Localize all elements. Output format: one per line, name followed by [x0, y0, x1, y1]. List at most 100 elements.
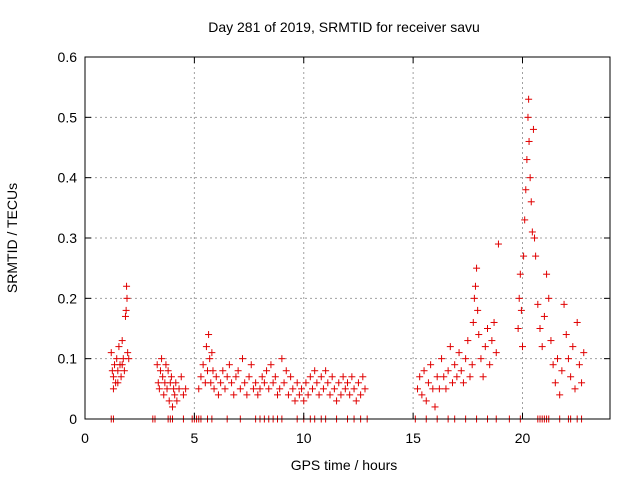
data-point: [554, 355, 561, 363]
data-point: [289, 385, 297, 393]
data-point: [271, 373, 279, 381]
data-point: [287, 373, 295, 381]
grid-lines: [85, 57, 610, 419]
data-point: [159, 373, 167, 381]
data-point: [206, 355, 214, 363]
y-tick-label: 0.2: [58, 290, 78, 306]
data-point: [120, 367, 128, 375]
data-point: [298, 385, 306, 393]
y-tick-label: 0.4: [58, 170, 78, 186]
data-point: [446, 343, 454, 351]
data-point: [291, 397, 299, 405]
data-point: [123, 282, 131, 290]
data-point: [278, 355, 286, 363]
data-point: [223, 373, 231, 381]
data-point: [241, 379, 249, 387]
data-point: [523, 156, 531, 164]
data-point: [339, 373, 347, 381]
data-point: [210, 385, 218, 393]
data-point: [109, 373, 117, 381]
data-point: [197, 373, 205, 381]
data-point: [474, 306, 482, 314]
data-point: [158, 355, 166, 363]
x-tick-label: 0: [81, 430, 89, 446]
data-point: [466, 373, 474, 381]
data-point: [118, 361, 126, 369]
data-point: [479, 373, 487, 381]
data-point: [525, 137, 533, 145]
data-point: [357, 391, 365, 399]
data-point: [348, 373, 356, 381]
data-point: [540, 312, 548, 320]
data-point: [195, 385, 203, 393]
data-point: [519, 343, 526, 351]
data-point: [319, 385, 327, 393]
data-point: [551, 379, 559, 387]
data-point: [122, 306, 130, 314]
data-point: [219, 367, 227, 375]
data-point: [527, 198, 535, 206]
x-tick-label: 20: [515, 430, 531, 446]
data-point: [113, 355, 121, 363]
data-point: [534, 300, 542, 308]
data-point: [326, 391, 334, 399]
data-point: [424, 379, 432, 387]
data-point: [354, 379, 362, 387]
data-point: [236, 385, 244, 393]
data-point: [330, 385, 338, 393]
data-point: [274, 391, 281, 399]
data-point: [455, 349, 463, 357]
data-point: [484, 325, 491, 332]
data-point: [258, 373, 266, 381]
data-point: [477, 355, 485, 363]
data-point: [468, 361, 476, 369]
data-point: [117, 373, 125, 381]
data-point: [532, 252, 540, 260]
data-point: [522, 186, 530, 194]
x-axis-label: GPS time / hours: [291, 457, 398, 473]
data-point: [517, 306, 525, 314]
data-point: [416, 373, 424, 381]
data-point: [524, 113, 532, 121]
data-point: [514, 325, 522, 332]
data-point: [171, 391, 179, 399]
data-point: [322, 367, 330, 375]
data-point: [464, 337, 472, 345]
data-point: [232, 373, 240, 381]
data-point: [173, 397, 181, 405]
data-point: [118, 337, 126, 345]
data-point: [199, 361, 207, 369]
data-point: [247, 361, 255, 369]
data-point: [438, 355, 446, 363]
data-point: [470, 294, 478, 302]
data-point: [578, 379, 586, 387]
data-point: [239, 355, 246, 363]
data-point: [209, 367, 217, 375]
data-point: [163, 385, 171, 393]
data-point: [481, 343, 489, 351]
data-point: [276, 385, 284, 393]
data-point: [335, 379, 343, 387]
data-point: [528, 228, 536, 236]
data-point: [114, 367, 122, 375]
data-point: [427, 361, 435, 369]
data-point: [333, 397, 341, 405]
data-point: [521, 216, 529, 224]
data-point: [526, 174, 534, 182]
data-point: [531, 234, 539, 242]
data-point: [167, 373, 175, 381]
data-point: [282, 367, 290, 375]
data-point: [306, 373, 314, 381]
data-point: [164, 367, 172, 375]
data-point: [177, 373, 185, 381]
data-point: [549, 361, 557, 369]
data-point: [225, 361, 233, 369]
data-point: [182, 385, 190, 393]
data-point: [311, 367, 319, 375]
data-point: [234, 367, 242, 375]
data-point: [115, 343, 123, 351]
data-point: [256, 385, 264, 393]
data-point: [536, 325, 544, 332]
y-axis-label: SRMTID / TECUs: [4, 183, 20, 293]
data-point: [217, 379, 225, 387]
